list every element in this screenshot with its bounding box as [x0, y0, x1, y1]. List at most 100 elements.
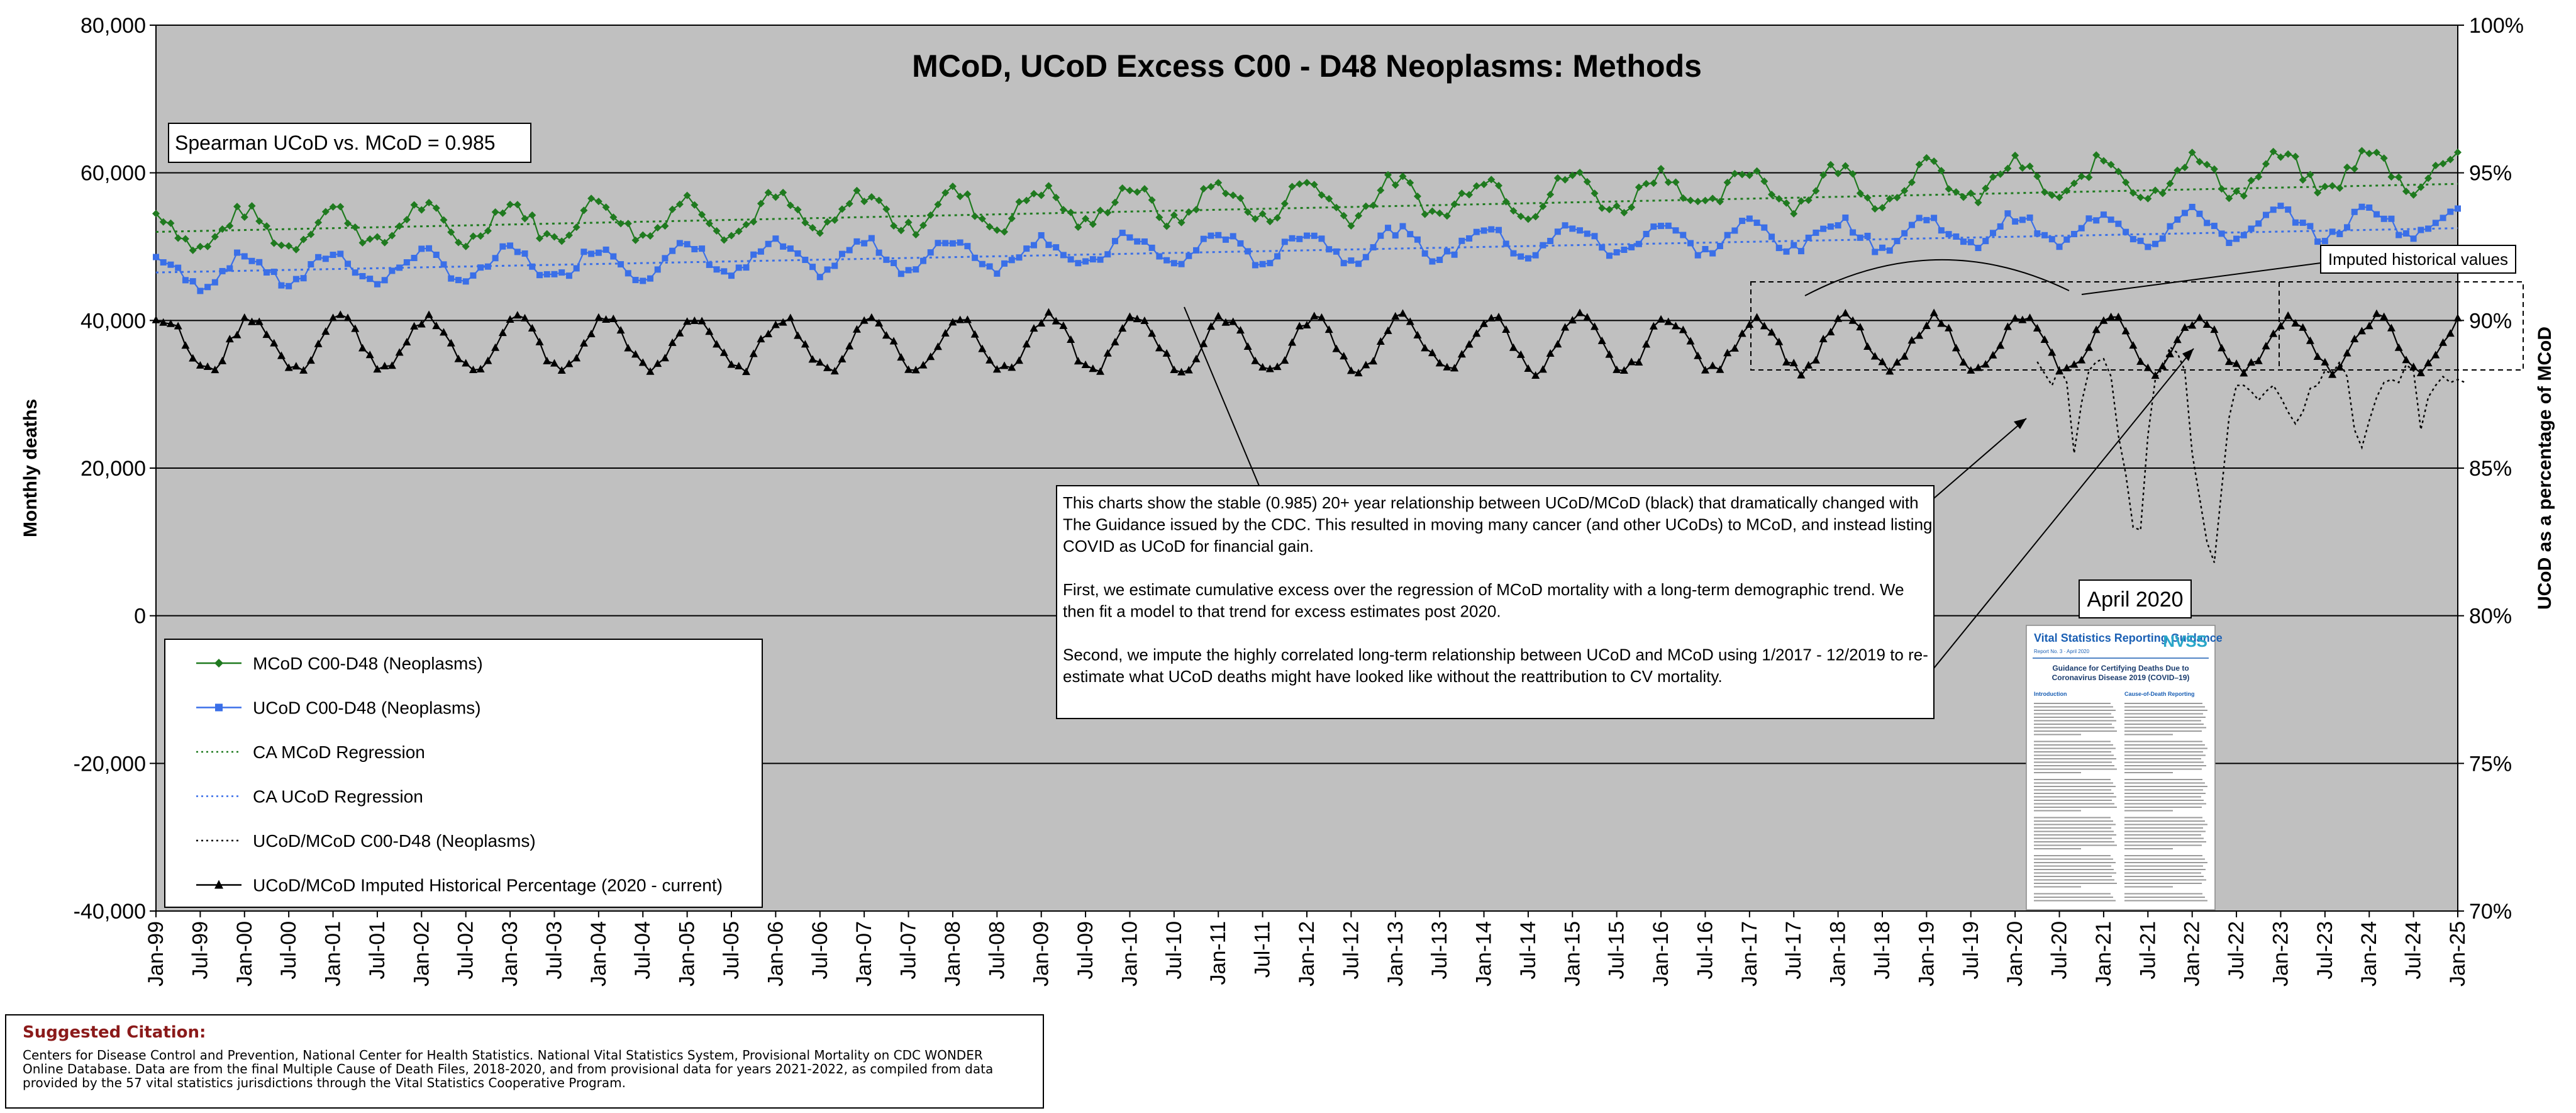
mcod-series-point [1996, 170, 2004, 178]
imputed-ratio-series-point [1184, 366, 1193, 374]
ucod-series-point [1554, 228, 1561, 235]
x-tick-label: Jan-03 [498, 921, 522, 987]
ucod-series-point [1060, 252, 1067, 259]
ucod-series-point [1931, 215, 1938, 221]
imputed-ratio-series-point [2026, 313, 2035, 322]
ucod-series-point [1621, 246, 1628, 253]
ucod-series-point [706, 261, 713, 268]
ucod-series-point [838, 250, 845, 257]
imputed-ratio-series-point [838, 354, 847, 362]
mcod-series-point [2365, 150, 2373, 158]
mcod-series-point [167, 219, 175, 227]
mcod-series-point [2114, 167, 2123, 176]
doc-right-heading: Cause-of-Death Reporting [2124, 691, 2195, 697]
imputed-ratio-series-point [697, 316, 706, 325]
ucod-series-point [1982, 238, 1989, 245]
ucod-series-point [359, 272, 366, 279]
x-tick-label: Jul-13 [1428, 921, 1452, 980]
legend-entry: UCoD/MCoD Imputed Historical Percentage … [253, 876, 723, 895]
ucod-series-point [1178, 260, 1185, 267]
ucod-series-point [750, 251, 757, 258]
mcod-series-point [1355, 211, 1363, 220]
ucod-series-point [1857, 234, 1863, 241]
imputed-ratio-series-point [1037, 319, 1046, 327]
ucod-series-point [308, 261, 314, 268]
ucod-series-point [1370, 244, 1377, 251]
ucod-series-point [1134, 238, 1141, 245]
imputed-ratio-series-point [941, 328, 950, 337]
ucod-series-point [270, 269, 277, 276]
mcod-series-point [2196, 158, 2204, 166]
mcod-series-point [1620, 209, 1628, 217]
ucod-series-point [1185, 252, 1192, 259]
mcod-series-point [2277, 153, 2285, 161]
ucod-series-point [1901, 230, 1908, 237]
explanation-leader [1184, 306, 1260, 486]
mcod-series-point [1104, 208, 1112, 216]
ucod-series-point [1200, 235, 1207, 242]
ucod-series-point [2285, 206, 2292, 213]
ucod-series-point [1038, 232, 1045, 238]
ucod-series-point [602, 246, 609, 253]
mcod-series-point [1502, 198, 1510, 206]
imputed-ratio-series-point [1782, 357, 1790, 366]
mcod-series-point [867, 193, 875, 201]
imputed-ratio-series-point [1435, 359, 1444, 367]
doc-title-2: Coronavirus Disease 2019 (COVID–19) [2052, 673, 2190, 682]
imputed-ratio-series-point [1605, 350, 1614, 358]
ucod-series-point [1613, 249, 1620, 256]
imputed-ratio-series-point [491, 343, 500, 351]
imputed-ratio-series-point [402, 337, 411, 345]
x-tick-label: Jan-24 [2357, 921, 2381, 987]
imputed-ratio-series-point [2306, 336, 2314, 344]
imputed-ratio-series-point [1922, 322, 1931, 330]
mcod-series-point [558, 237, 566, 245]
ucod-series-point [1850, 229, 1857, 236]
imputed-arc [1804, 259, 2070, 296]
ucod-series-point [514, 249, 521, 255]
axes: -40,000 -20,000 0 20,000 40,000 60,000 80,000 7… [74, 14, 2524, 987]
ucod-series-point [1304, 232, 1310, 239]
mcod-series-point [956, 193, 964, 201]
ucod-series-point [2351, 208, 2358, 215]
ucod-series-point [2063, 236, 2070, 243]
imputed-ratio-series-point [852, 325, 861, 333]
imputed-ratio-series-point [2409, 362, 2418, 371]
imputed-ratio-series-point [1081, 361, 1090, 369]
mcod-series-point [321, 208, 330, 216]
ucod-series-point [1237, 240, 1244, 247]
imputed-ratio-series-point [741, 367, 750, 376]
mcod-series-point [2424, 174, 2433, 182]
mcod-series-point [2240, 192, 2248, 200]
mcod-series-point [447, 228, 455, 237]
imputed-ratio-series-point [2092, 325, 2101, 333]
ucod-series-point [2270, 206, 2277, 213]
annotations: Imputed historical values This charts sho… [1056, 245, 2524, 719]
april-label: April 2020 [2087, 588, 2183, 612]
x-tick-label: Jul-16 [1693, 921, 1717, 980]
mcod-series-point [1015, 198, 1023, 206]
mcod-series-point [993, 226, 1001, 234]
x-tick-label: Jan-10 [1118, 921, 1141, 987]
ucod-series-point [1797, 248, 1804, 255]
imputed-ratio-series-point [1472, 329, 1481, 337]
x-tick-label: Jan-06 [763, 921, 787, 987]
ucod-series-point [2255, 220, 2262, 227]
ucod-series-point [2396, 232, 2402, 238]
imputed-ratio-series-point [1428, 349, 1436, 357]
imputed-ratio-series-point [535, 337, 544, 345]
mcod-series-point [646, 232, 654, 240]
ucod-series-point [2019, 216, 2026, 223]
y2-tick-label: 80% [2469, 605, 2512, 629]
ucod-series-point [972, 254, 979, 261]
mcod-series-point [2011, 152, 2019, 160]
ucod-series-point [2366, 204, 2373, 211]
mcod-series-point [1325, 194, 1333, 203]
mcod-series-point [809, 223, 817, 232]
ucod-series-point [1377, 232, 1384, 239]
mcod-series-point [1296, 180, 1304, 188]
ucod-series-point [920, 257, 926, 264]
imputed-ratio-series-point [602, 315, 611, 323]
imputed-ratio-series-point [365, 350, 374, 359]
ucod-series-point [1540, 242, 1546, 249]
